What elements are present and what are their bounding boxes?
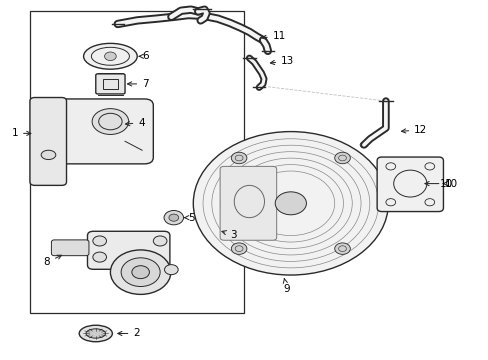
- Text: 11: 11: [262, 31, 285, 41]
- Circle shape: [193, 132, 387, 275]
- FancyBboxPatch shape: [50, 99, 153, 164]
- Ellipse shape: [83, 43, 137, 69]
- Circle shape: [110, 250, 170, 294]
- Ellipse shape: [52, 125, 66, 136]
- Circle shape: [93, 252, 106, 262]
- Circle shape: [153, 236, 166, 246]
- FancyBboxPatch shape: [87, 231, 169, 269]
- FancyBboxPatch shape: [220, 166, 276, 240]
- Text: 12: 12: [401, 125, 427, 135]
- Text: 7: 7: [127, 79, 148, 89]
- FancyBboxPatch shape: [96, 74, 125, 94]
- Circle shape: [93, 236, 106, 246]
- Ellipse shape: [86, 329, 105, 338]
- FancyBboxPatch shape: [376, 157, 443, 212]
- Text: 6: 6: [139, 51, 148, 61]
- Circle shape: [104, 52, 116, 60]
- Circle shape: [168, 214, 178, 221]
- Ellipse shape: [92, 109, 128, 134]
- Ellipse shape: [41, 150, 56, 159]
- Circle shape: [334, 152, 349, 164]
- Text: 2: 2: [118, 328, 140, 338]
- Circle shape: [121, 258, 160, 287]
- Circle shape: [275, 192, 306, 215]
- Text: 1: 1: [11, 129, 31, 138]
- Text: 8: 8: [43, 255, 61, 267]
- Text: 10: 10: [439, 179, 452, 189]
- Circle shape: [132, 266, 149, 279]
- Text: 4: 4: [125, 118, 144, 128]
- Text: 13: 13: [270, 56, 294, 66]
- Text: 3: 3: [222, 230, 236, 240]
- FancyBboxPatch shape: [51, 240, 89, 256]
- Text: 10: 10: [424, 179, 457, 189]
- Ellipse shape: [79, 325, 112, 342]
- Circle shape: [231, 243, 246, 255]
- Circle shape: [334, 243, 349, 255]
- Circle shape: [164, 265, 178, 275]
- FancyBboxPatch shape: [30, 98, 66, 185]
- Text: 5: 5: [184, 213, 195, 222]
- Circle shape: [231, 152, 246, 164]
- Bar: [30, 12, 244, 313]
- Bar: [102, 79, 118, 89]
- Text: 9: 9: [283, 279, 289, 294]
- Circle shape: [163, 211, 183, 225]
